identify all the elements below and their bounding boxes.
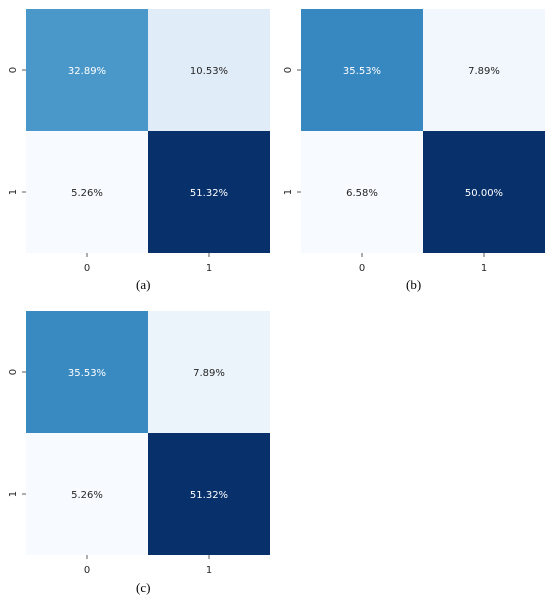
heatmap-cell-1-1 — [423, 131, 545, 253]
heatmap-a-svg: 32.89% 10.53% 5.26% 51.32% 0 1 0 1 — [8, 9, 270, 274]
heatmap-cell-0-1 — [148, 9, 270, 131]
cell-label-1-1: 51.32% — [190, 490, 228, 501]
heatmap-cell-1-1 — [148, 433, 270, 555]
heatmap-cell-0-1 — [423, 9, 545, 131]
heatmap-cell-0-0 — [26, 311, 148, 433]
y-tick-label-0: 0 — [8, 67, 19, 73]
cell-label-1-0: 6.58% — [346, 188, 378, 199]
x-tick-label-1: 1 — [206, 263, 212, 274]
heatmap-cell-1-0 — [26, 433, 148, 555]
cell-label-0-0: 35.53% — [68, 368, 106, 379]
heatmap-cell-0-1 — [148, 311, 270, 433]
cell-label-1-0: 5.26% — [71, 188, 103, 199]
cell-label-1-1: 51.32% — [190, 188, 228, 199]
y-tick-label-0: 0 — [8, 369, 19, 375]
caption-c: (c) — [136, 580, 151, 595]
caption-b: (b) — [406, 277, 422, 292]
heatmap-cell-0-0 — [301, 9, 423, 131]
x-tick-label-1: 1 — [206, 565, 212, 576]
heatmap-panel-a: 32.89% 10.53% 5.26% 51.32% 0 1 0 1 — [0, 0, 280, 274]
caption-a: (a) — [136, 277, 151, 292]
cell-label-0-0: 32.89% — [68, 66, 106, 77]
cell-label-0-1: 10.53% — [190, 66, 228, 77]
y-tick-label-1: 1 — [283, 189, 294, 195]
cell-label-0-1: 7.89% — [193, 368, 225, 379]
heatmap-cell-1-1 — [148, 131, 270, 253]
y-tick-label-0: 0 — [283, 67, 294, 73]
heatmap-panel-b: 35.53% 7.89% 6.58% 50.00% 0 1 0 1 — [275, 0, 550, 274]
y-tick-label-1: 1 — [8, 491, 19, 497]
heatmap-b-svg: 35.53% 7.89% 6.58% 50.00% 0 1 0 1 — [283, 9, 545, 274]
heatmap-c-svg: 35.53% 7.89% 5.26% 51.32% 0 1 0 1 — [8, 311, 270, 576]
x-tick-label-0: 0 — [84, 565, 90, 576]
heatmap-cell-1-0 — [26, 131, 148, 253]
x-tick-label-0: 0 — [359, 263, 365, 274]
heatmap-cell-0-0 — [26, 9, 148, 131]
cell-label-1-0: 5.26% — [71, 490, 103, 501]
cell-label-0-0: 35.53% — [343, 66, 381, 77]
x-tick-label-1: 1 — [481, 263, 487, 274]
heatmap-panel-c: 35.53% 7.89% 5.26% 51.32% 0 1 0 1 — [0, 302, 280, 576]
y-tick-label-1: 1 — [8, 189, 19, 195]
heatmap-cell-1-0 — [301, 131, 423, 253]
cell-label-0-1: 7.89% — [468, 66, 500, 77]
cell-label-1-1: 50.00% — [465, 188, 503, 199]
x-tick-label-0: 0 — [84, 263, 90, 274]
